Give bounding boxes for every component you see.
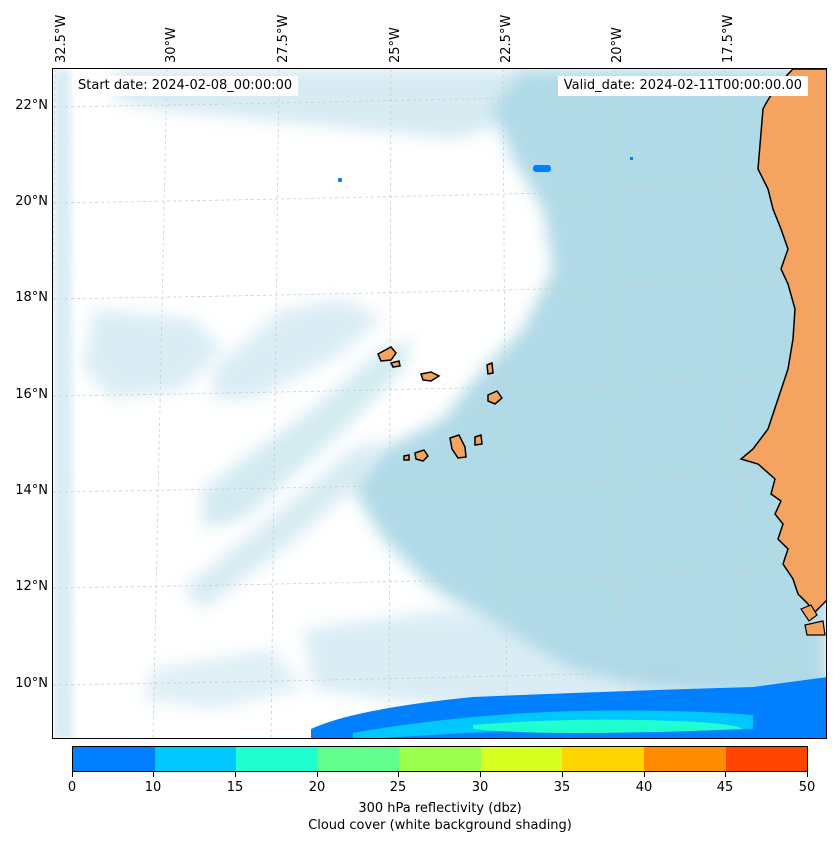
start-date-label: Start date: 2024-02-08_00:00:00 [72, 76, 299, 96]
colorbar-segment-5 [480, 747, 563, 771]
cloud-streak-1 [203, 339, 413, 529]
reflectivity-layer [311, 157, 826, 738]
lon-label-20w: 20°W [610, 27, 625, 63]
colorbar-title: 300 hPa reflectivity (dbz) [358, 801, 522, 816]
colorbar-tick-20: 20 [308, 780, 326, 795]
colorbar-segment-4 [399, 747, 481, 771]
island-maio [474, 433, 483, 446]
cloud-streak-2 [183, 439, 383, 609]
colorbar-segment-8 [725, 747, 808, 771]
island-fogo [414, 449, 429, 462]
colorbar-tick-40: 40 [635, 780, 653, 795]
island-sao-nicolau [420, 371, 441, 382]
colorbar-subtitle: Cloud cover (white background shading) [308, 818, 572, 833]
cape-verde-islands [377, 346, 504, 462]
colorbar-segment-3 [317, 747, 400, 771]
colorbar-segment-7 [643, 747, 726, 771]
colorbar-tick-35: 35 [553, 780, 571, 795]
graticule [53, 69, 826, 738]
cloud-streak-3 [213, 299, 383, 399]
map-canvas [53, 69, 826, 738]
island-santo-antao [377, 346, 397, 362]
lon-label-32-5w: 32.5°W [54, 14, 69, 63]
lat-label-22n: 22°N [15, 98, 48, 113]
reflectivity-band-15-20 [473, 719, 743, 733]
reflectivity-spot-north-3 [630, 157, 633, 160]
cloud-west-patch [83, 309, 223, 399]
lon-label-22-5w: 22.5°W [499, 14, 514, 63]
lon-label-17-5w: 17.5°W [721, 14, 736, 63]
africa-coast-islands [800, 604, 826, 636]
colorbar-tick-10: 10 [144, 780, 162, 795]
island-santiago [449, 434, 467, 459]
lat-label-20n: 20°N [15, 194, 48, 209]
lon-label-30w: 30°W [164, 27, 179, 63]
colorbar-segment-6 [562, 747, 644, 771]
colorbar-tick-0: 0 [67, 780, 77, 795]
lat-label-12n: 12°N [15, 579, 48, 594]
colorbar-segment-2 [236, 747, 318, 771]
lat-label-14n: 14°N [15, 483, 48, 498]
island-sao-vicente [389, 360, 401, 368]
lat-label-16n: 16°N [15, 387, 48, 402]
reflectivity-spot-north-2 [338, 178, 342, 182]
colorbar-tick-50: 50 [798, 780, 816, 795]
cloud-mid-patch [143, 649, 303, 709]
island-sal [486, 361, 494, 375]
colorbar-tick-30: 30 [471, 780, 489, 795]
colorbar-segment-0 [73, 747, 155, 771]
colorbar-tick-45: 45 [716, 780, 734, 795]
reflectivity-colorbar [72, 746, 808, 772]
cloud-cover-layer [53, 69, 826, 738]
lat-label-18n: 18°N [15, 290, 48, 305]
colorbar-tick-15: 15 [226, 780, 244, 795]
valid-date-label: Valid_date: 2024-02-11T00:00:00.00 [557, 76, 808, 96]
lon-label-25w: 25°W [388, 27, 403, 63]
cloud-west-edge [53, 69, 73, 738]
map-panel[interactable] [52, 68, 827, 739]
island-boa-vista [487, 390, 504, 405]
colorbar-segment-1 [154, 747, 237, 771]
lat-label-10n: 10°N [15, 676, 48, 691]
lon-label-27-5w: 27.5°W [276, 14, 291, 63]
island-brava [403, 454, 410, 461]
cloud-mass-east [353, 69, 826, 699]
colorbar-tick-25: 25 [389, 780, 407, 795]
reflectivity-spot-north-1 [533, 165, 551, 172]
